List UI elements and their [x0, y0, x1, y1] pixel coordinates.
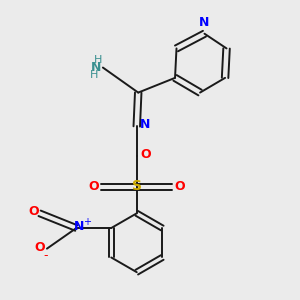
Text: +: +	[83, 217, 91, 227]
Text: N: N	[199, 16, 210, 29]
Text: S: S	[132, 179, 142, 193]
Text: O: O	[140, 148, 151, 161]
Text: N: N	[91, 61, 101, 74]
Text: O: O	[89, 180, 99, 193]
Text: N: N	[140, 118, 150, 130]
Text: O: O	[174, 180, 185, 193]
Text: O: O	[34, 241, 45, 254]
Text: O: O	[28, 205, 39, 218]
Text: N: N	[74, 220, 85, 233]
Text: -: -	[43, 249, 48, 262]
Text: H: H	[94, 55, 103, 65]
Text: H: H	[90, 70, 98, 80]
